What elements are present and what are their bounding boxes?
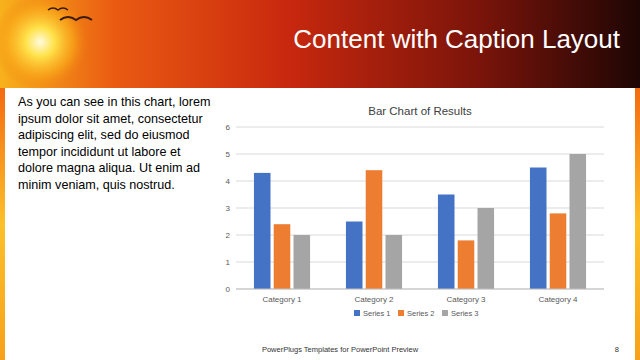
bar — [294, 235, 311, 289]
legend-label: Series 2 — [407, 309, 435, 318]
legend-label: Series 1 — [363, 309, 391, 318]
y-tick-label: 4 — [226, 177, 231, 186]
grid-line — [236, 208, 604, 209]
legend-label: Series 3 — [451, 309, 479, 318]
grid-line — [236, 154, 604, 155]
bird — [48, 8, 68, 10]
legend-swatch — [354, 310, 360, 316]
left-border — [0, 88, 5, 360]
grid-line — [236, 181, 604, 182]
right-border — [635, 88, 640, 360]
bar — [438, 195, 455, 290]
bird — [60, 17, 92, 20]
y-tick-label: 1 — [226, 258, 231, 267]
bars — [254, 154, 586, 289]
bar — [458, 240, 475, 289]
x-axis — [236, 289, 604, 290]
x-tick-label: Category 4 — [538, 295, 578, 304]
bar — [530, 168, 547, 290]
grid-line — [236, 127, 604, 128]
bar — [346, 222, 363, 290]
bar — [386, 235, 403, 289]
x-tick-label: Category 2 — [354, 295, 394, 304]
y-tick-label: 3 — [226, 204, 231, 213]
grid-line — [236, 235, 604, 236]
bar — [274, 224, 291, 289]
y-tick-label: 2 — [226, 231, 231, 240]
bar — [550, 213, 567, 289]
grid-line — [236, 289, 604, 290]
page-number: 8 — [615, 345, 619, 354]
slide-title: Content with Caption Layout — [293, 24, 620, 54]
grid-line — [236, 262, 604, 263]
sun-glow — [0, 0, 88, 90]
y-tick-label: 5 — [226, 150, 231, 159]
bar — [478, 208, 495, 289]
legend-swatch — [442, 310, 448, 316]
footer: PowerPlugs Templates for PowerPoint Prev… — [262, 345, 419, 354]
x-tick-label: Category 1 — [262, 295, 302, 304]
bar — [570, 154, 587, 289]
x-tick-label: Category 3 — [446, 295, 486, 304]
y-tick-label: 6 — [226, 123, 231, 132]
chart-title: Bar Chart of Results — [368, 105, 472, 117]
bar — [366, 170, 383, 289]
caption: As you can see in this chart, lorem ipsu… — [18, 94, 218, 194]
bar — [254, 173, 271, 289]
y-tick-label: 0 — [226, 285, 231, 294]
legend-swatch — [398, 310, 404, 316]
header-band — [0, 0, 640, 88]
slide: Content with Caption Layout PowerPlugs Te… — [0, 0, 640, 360]
